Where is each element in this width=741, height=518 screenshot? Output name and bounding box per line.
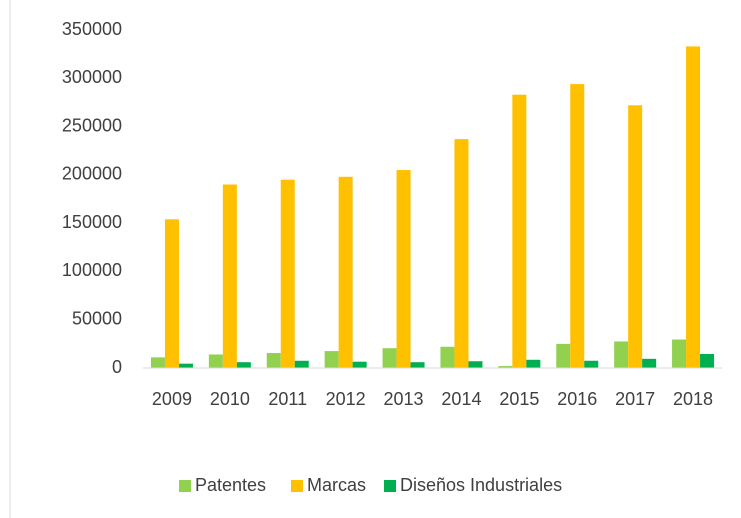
bar [324,351,339,368]
bar [266,353,281,368]
x-tick-label: 2018 [673,389,713,409]
y-tick-label: 350000 [62,19,122,39]
bar [440,346,455,368]
bar [396,170,411,368]
bar [526,359,541,368]
y-tick-label: 150000 [62,212,122,232]
x-tick-label: 2011 [268,389,307,409]
bar [150,357,165,368]
bar [700,353,715,368]
legend-swatch [291,480,303,492]
bar [294,360,309,368]
x-tick-label: 2015 [499,389,539,409]
legend-label: Diseños Industriales [400,475,562,495]
y-tick-label: 0 [112,357,122,377]
bar [570,84,585,368]
bar [584,360,599,368]
bar [236,362,251,368]
bar [468,361,483,368]
legend-label: Patentes [195,475,266,495]
bar [686,46,701,368]
bar [382,348,397,368]
bar [208,354,223,368]
x-tick-label: 2012 [326,389,366,409]
bar [222,184,237,368]
bar [642,358,657,368]
bar [280,179,295,368]
bar [338,176,353,368]
y-tick-label: 50000 [72,308,122,328]
y-tick-label: 300000 [62,67,122,87]
x-tick-label: 2009 [152,389,192,409]
bar [454,139,469,368]
bar [498,366,513,368]
y-tick-label: 250000 [62,115,122,135]
bar [672,339,687,368]
bar [614,341,629,368]
x-tick-label: 2013 [384,389,424,409]
y-tick-label: 100000 [62,260,122,280]
bar [556,343,571,368]
legend-swatch [384,480,396,492]
bar [178,363,193,368]
bar [628,105,643,368]
legend-swatch [179,480,191,492]
bar [352,361,367,368]
x-tick-label: 2016 [557,389,597,409]
bar [512,94,527,369]
x-tick-label: 2014 [441,389,481,409]
y-tick-label: 200000 [62,164,122,184]
bar [164,219,179,368]
x-tick-label: 2017 [615,389,655,409]
legend-label: Marcas [307,475,366,495]
bar [410,362,425,368]
x-tick-label: 2010 [210,389,250,409]
